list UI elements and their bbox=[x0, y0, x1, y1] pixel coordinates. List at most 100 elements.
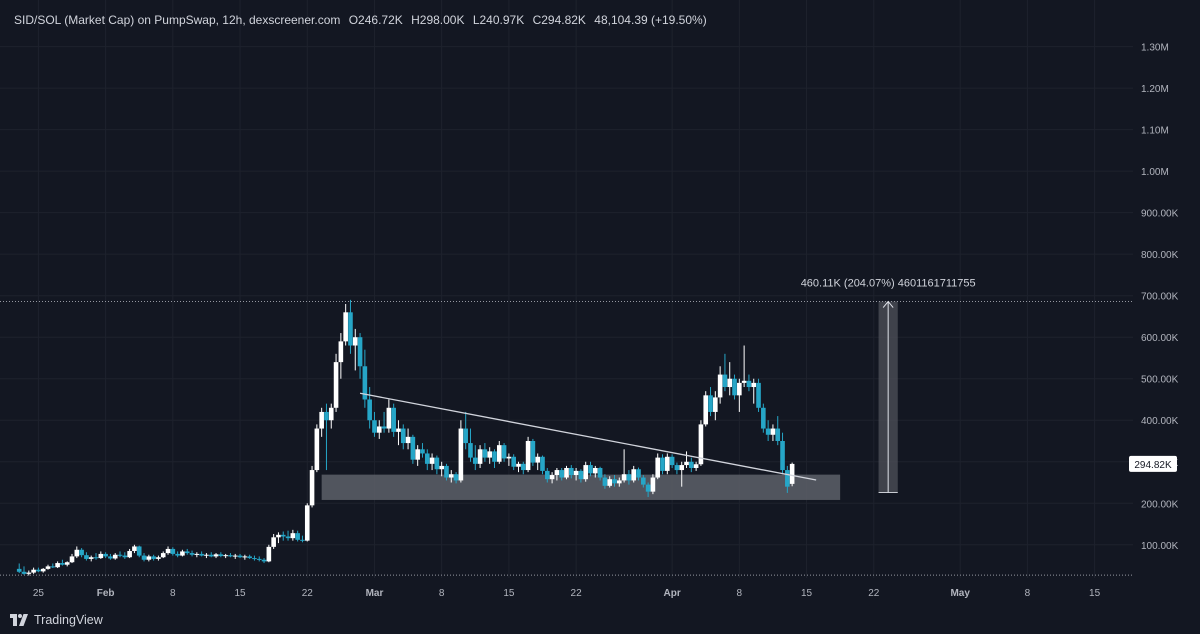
candle bbox=[737, 378, 742, 412]
candle bbox=[300, 535, 305, 543]
measure-label: 460.11K (204.07%) 4601161711755 bbox=[801, 278, 976, 290]
candle-body bbox=[55, 563, 60, 568]
candle-body bbox=[300, 539, 305, 541]
candle bbox=[50, 563, 56, 569]
candle bbox=[396, 420, 401, 446]
candle-body bbox=[751, 382, 757, 388]
candle bbox=[328, 403, 334, 429]
chart-drawings-back bbox=[0, 301, 1133, 576]
chart-drawings-front: 460.11K (204.07%) 4601161711755 bbox=[359, 278, 976, 493]
candle bbox=[271, 533, 276, 549]
candle-body bbox=[333, 362, 339, 408]
candle bbox=[69, 553, 75, 564]
candle-body bbox=[165, 548, 171, 554]
candle bbox=[770, 424, 776, 441]
candle-body bbox=[184, 551, 190, 554]
candle bbox=[405, 428, 411, 450]
time-tick-label: 15 bbox=[801, 588, 813, 599]
candle bbox=[98, 551, 104, 559]
price-axis[interactable]: 100.00K200.00K300.00K400.00K500.00K600.0… bbox=[1129, 43, 1179, 552]
candle-body bbox=[597, 467, 603, 478]
candle-body bbox=[237, 555, 243, 558]
candle bbox=[386, 399, 392, 433]
candle-body bbox=[458, 428, 464, 481]
candle bbox=[674, 462, 680, 475]
candle bbox=[266, 544, 272, 563]
candle-body bbox=[64, 562, 70, 565]
candle bbox=[146, 554, 152, 562]
candle-body bbox=[319, 411, 324, 429]
ohlc-change: 48,104.39 (+19.50%) bbox=[594, 13, 707, 27]
candle bbox=[362, 349, 368, 408]
candle bbox=[122, 552, 128, 559]
candle-body bbox=[69, 556, 75, 563]
candle bbox=[655, 453, 661, 480]
candle bbox=[487, 447, 492, 464]
candle bbox=[578, 469, 584, 483]
candle-body bbox=[520, 463, 526, 471]
candle-body bbox=[88, 557, 94, 559]
candle-body bbox=[16, 568, 22, 572]
tradingview-brand[interactable]: TradingView bbox=[10, 613, 103, 627]
candle-body bbox=[468, 443, 473, 458]
candle-body bbox=[194, 553, 200, 555]
candle-body bbox=[669, 456, 675, 466]
candle bbox=[780, 432, 785, 475]
candle-body bbox=[501, 445, 507, 459]
candle-body bbox=[146, 556, 152, 560]
ohlc-high: H298.00K bbox=[411, 13, 465, 27]
price-tick-label: 500.00K bbox=[1141, 375, 1179, 386]
candle bbox=[36, 567, 41, 573]
candle bbox=[218, 552, 224, 558]
candle-body bbox=[170, 548, 176, 554]
candle-body bbox=[775, 428, 781, 441]
candle bbox=[103, 552, 108, 559]
candle bbox=[746, 374, 752, 392]
candle-body bbox=[506, 456, 512, 459]
candle-body bbox=[641, 477, 646, 485]
candle-body bbox=[544, 470, 550, 480]
candle-body bbox=[290, 533, 296, 539]
candle-body bbox=[36, 569, 41, 572]
time-tick-label: 8 bbox=[170, 588, 176, 599]
candle bbox=[607, 476, 613, 488]
candle bbox=[276, 532, 281, 544]
ohlc-open: O246.72K bbox=[348, 13, 403, 27]
candle bbox=[242, 554, 248, 560]
candle-body bbox=[127, 551, 132, 558]
time-tick-label: Feb bbox=[97, 588, 115, 599]
candle bbox=[112, 553, 118, 560]
candle bbox=[84, 552, 89, 561]
tradingview-logo-icon bbox=[10, 613, 28, 626]
candle bbox=[535, 453, 540, 471]
candle bbox=[525, 436, 531, 473]
candle bbox=[650, 474, 656, 495]
candle-body bbox=[324, 411, 329, 421]
candle bbox=[708, 387, 713, 417]
candle bbox=[420, 443, 425, 458]
time-axis[interactable]: 25 Feb 8 15 22 Mar 8 15 22 Apr 8 15 22 May 8 15 bbox=[33, 588, 1101, 599]
candle bbox=[79, 548, 84, 558]
candle bbox=[194, 552, 200, 558]
candle-body bbox=[93, 557, 99, 559]
candle-body bbox=[655, 457, 661, 478]
candle-body bbox=[50, 566, 56, 568]
candle-body bbox=[79, 549, 84, 556]
candle bbox=[684, 451, 689, 468]
candle bbox=[391, 403, 396, 437]
candle-body bbox=[156, 557, 161, 559]
candle-body bbox=[554, 470, 560, 476]
candle bbox=[448, 470, 454, 483]
candle-body bbox=[372, 420, 377, 433]
candle-body bbox=[266, 546, 272, 562]
candle-body bbox=[204, 554, 209, 556]
candle-body bbox=[208, 554, 214, 557]
candle-body bbox=[492, 451, 497, 462]
candle-body bbox=[141, 555, 147, 560]
candle-body bbox=[693, 464, 699, 468]
candle bbox=[74, 546, 80, 559]
candle bbox=[564, 465, 569, 480]
time-tick-label: May bbox=[950, 588, 970, 599]
candle bbox=[679, 461, 685, 487]
